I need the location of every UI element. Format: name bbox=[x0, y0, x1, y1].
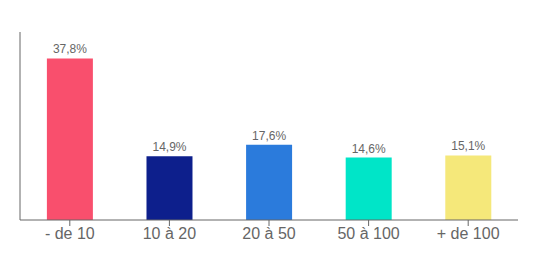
svg-text:- de 10: - de 10 bbox=[45, 225, 95, 242]
svg-text:+ de 100: + de 100 bbox=[437, 225, 500, 242]
svg-text:14,9%: 14,9% bbox=[152, 140, 186, 154]
svg-text:15,1%: 15,1% bbox=[451, 139, 485, 153]
svg-text:37,8%: 37,8% bbox=[53, 42, 87, 56]
svg-text:14,6%: 14,6% bbox=[352, 142, 386, 156]
svg-text:17,6%: 17,6% bbox=[252, 129, 286, 143]
svg-text:10 à 20: 10 à 20 bbox=[143, 225, 196, 242]
svg-text:20 à 50: 20 à 50 bbox=[242, 225, 295, 242]
svg-text:50 à 100: 50 à 100 bbox=[337, 225, 399, 242]
